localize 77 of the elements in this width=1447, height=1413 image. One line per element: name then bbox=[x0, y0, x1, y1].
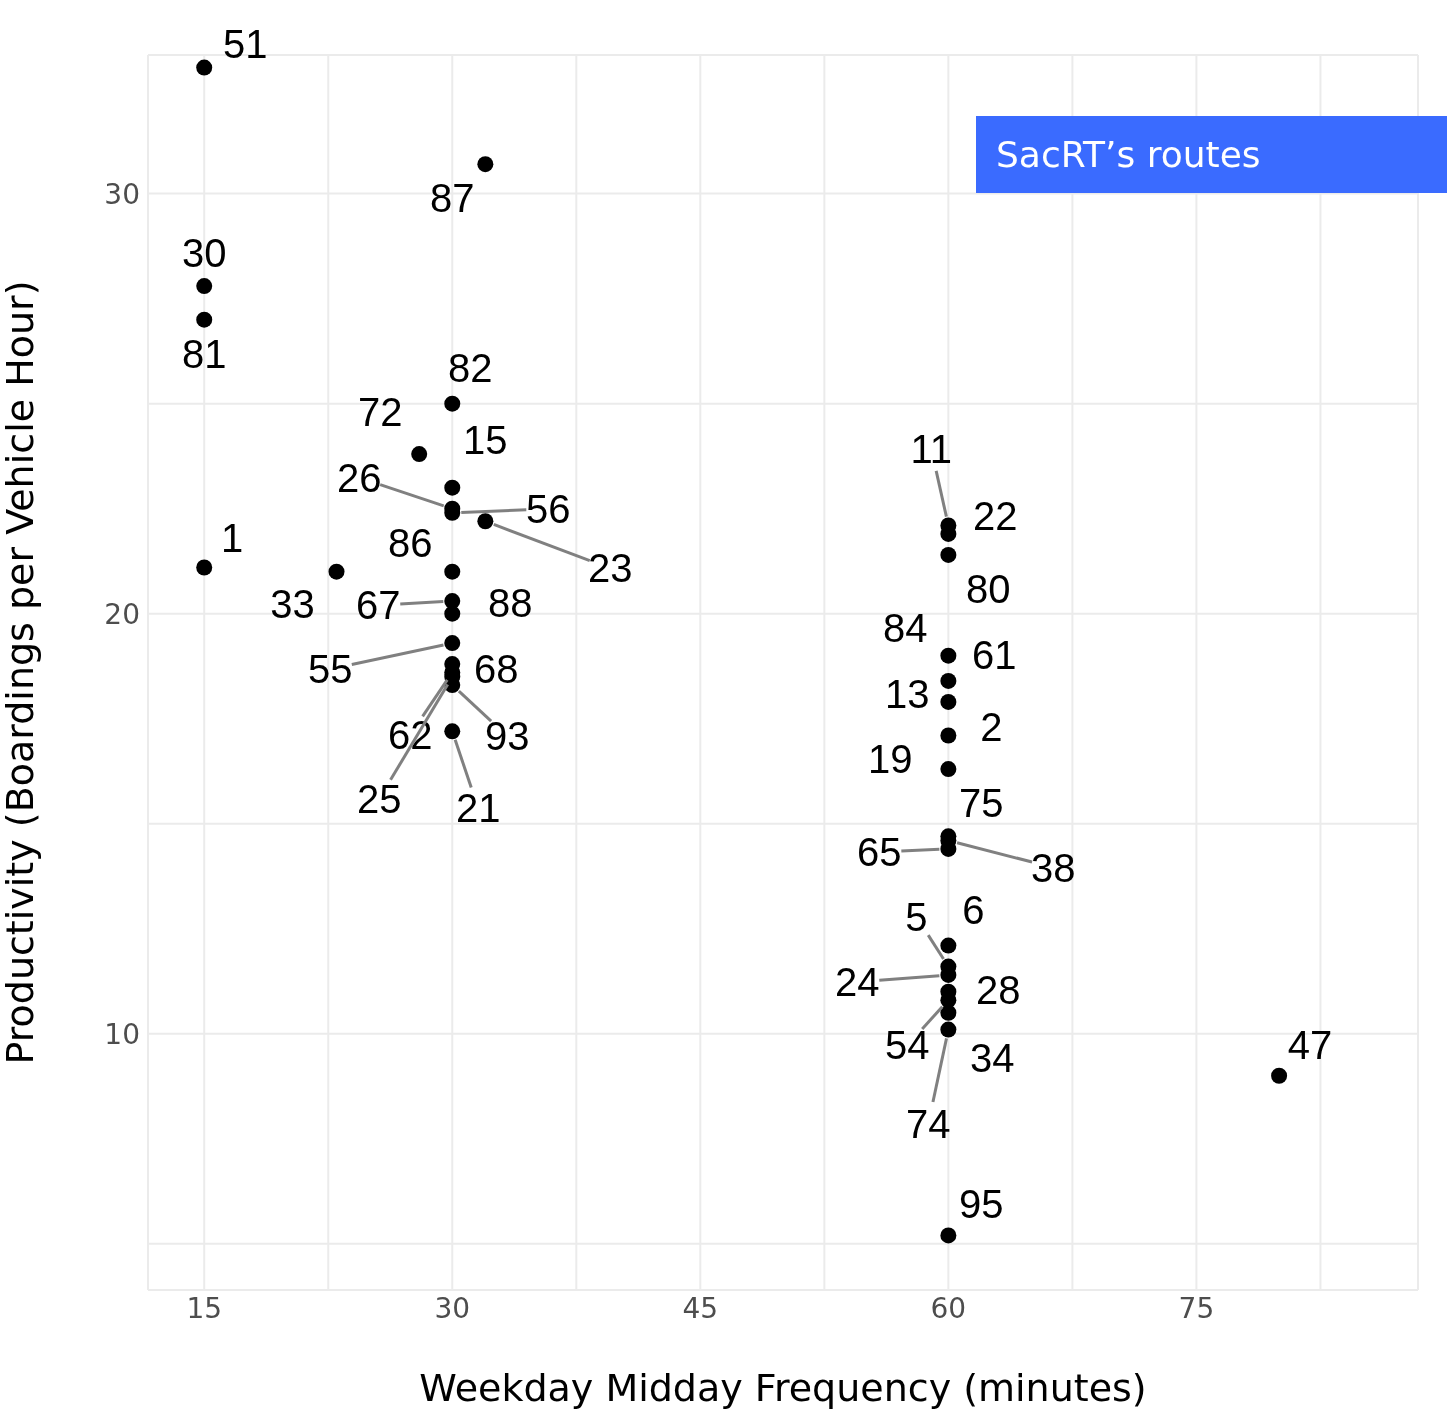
annotation: 22 bbox=[973, 493, 1018, 538]
annotation: 67 bbox=[356, 583, 401, 628]
annotation: 87 bbox=[430, 176, 475, 221]
annotation: 80 bbox=[966, 566, 1011, 611]
x-tick-label: 60 bbox=[930, 1291, 967, 1325]
point bbox=[444, 479, 461, 496]
annotation: SacRT’s routes bbox=[996, 133, 1261, 177]
annotation: 81 bbox=[181, 331, 227, 376]
point bbox=[477, 513, 494, 530]
annotation: 65 bbox=[857, 829, 902, 874]
y-tick-label: 30 bbox=[104, 177, 140, 211]
x-tick-label: 75 bbox=[1178, 1291, 1215, 1325]
point bbox=[411, 446, 428, 463]
annotation: 1 bbox=[221, 516, 244, 561]
point bbox=[940, 546, 957, 563]
point bbox=[328, 563, 345, 580]
x-axis-title: Weekday Midday Frequency (minutes) bbox=[419, 1366, 1147, 1410]
annotation: 93 bbox=[485, 714, 530, 759]
annotation: 54 bbox=[885, 1023, 930, 1068]
annotation: 62 bbox=[388, 712, 433, 757]
annotation: 47 bbox=[1287, 1022, 1333, 1067]
x-tick-label: 30 bbox=[434, 1291, 471, 1325]
annotation: 30 bbox=[181, 231, 227, 276]
annotation: 6 bbox=[962, 887, 985, 932]
y-tick-label: 10 bbox=[104, 1017, 140, 1051]
annotation: 82 bbox=[448, 345, 493, 390]
annotation: 33 bbox=[270, 581, 315, 626]
point bbox=[940, 761, 957, 778]
annotation: 75 bbox=[959, 781, 1004, 826]
annotation: 95 bbox=[959, 1182, 1004, 1227]
annotation: 2 bbox=[980, 704, 1003, 749]
point bbox=[444, 563, 461, 580]
point bbox=[444, 723, 461, 740]
annotation: 15 bbox=[463, 417, 508, 462]
annotation: 28 bbox=[976, 967, 1021, 1012]
annotation: 74 bbox=[906, 1101, 951, 1146]
point bbox=[196, 559, 213, 576]
annotation: 61 bbox=[972, 632, 1017, 677]
point bbox=[196, 278, 213, 295]
annotation: 25 bbox=[357, 776, 402, 821]
annotation: 84 bbox=[883, 605, 928, 650]
point bbox=[444, 635, 461, 652]
annotation: 68 bbox=[474, 647, 519, 692]
annotation: 23 bbox=[588, 546, 633, 591]
annotation: 24 bbox=[835, 959, 880, 1004]
x-tick-label: 45 bbox=[682, 1291, 719, 1325]
annotation: 72 bbox=[357, 390, 403, 435]
point bbox=[477, 156, 494, 173]
point bbox=[196, 311, 213, 328]
point bbox=[940, 937, 957, 954]
y-axis-title: Productivity (Boardings per Vehicle Hour) bbox=[0, 280, 43, 1065]
point bbox=[940, 1004, 957, 1021]
annotation: 11 bbox=[910, 427, 953, 472]
point bbox=[444, 395, 461, 412]
annotation: 5 bbox=[905, 894, 928, 939]
point bbox=[444, 605, 461, 622]
point bbox=[940, 693, 957, 710]
point bbox=[940, 727, 957, 744]
point bbox=[940, 1227, 957, 1244]
annotation: 55 bbox=[308, 647, 353, 692]
point bbox=[940, 647, 957, 664]
point bbox=[1271, 1067, 1288, 1084]
annotation: 21 bbox=[456, 786, 501, 831]
annotation: 34 bbox=[970, 1035, 1015, 1080]
annotation: 19 bbox=[868, 737, 913, 782]
annotation: 38 bbox=[1031, 845, 1076, 890]
point bbox=[940, 672, 957, 689]
annotation: 86 bbox=[388, 520, 433, 565]
annotation: 13 bbox=[885, 671, 930, 716]
annotation: 56 bbox=[526, 486, 571, 531]
x-tick-label: 15 bbox=[186, 1291, 223, 1325]
annotation: 26 bbox=[337, 455, 382, 500]
y-tick-label: 20 bbox=[104, 597, 140, 631]
annotation: 88 bbox=[488, 580, 533, 625]
annotation: 51 bbox=[222, 21, 268, 66]
point bbox=[196, 59, 213, 76]
point bbox=[940, 1021, 957, 1038]
